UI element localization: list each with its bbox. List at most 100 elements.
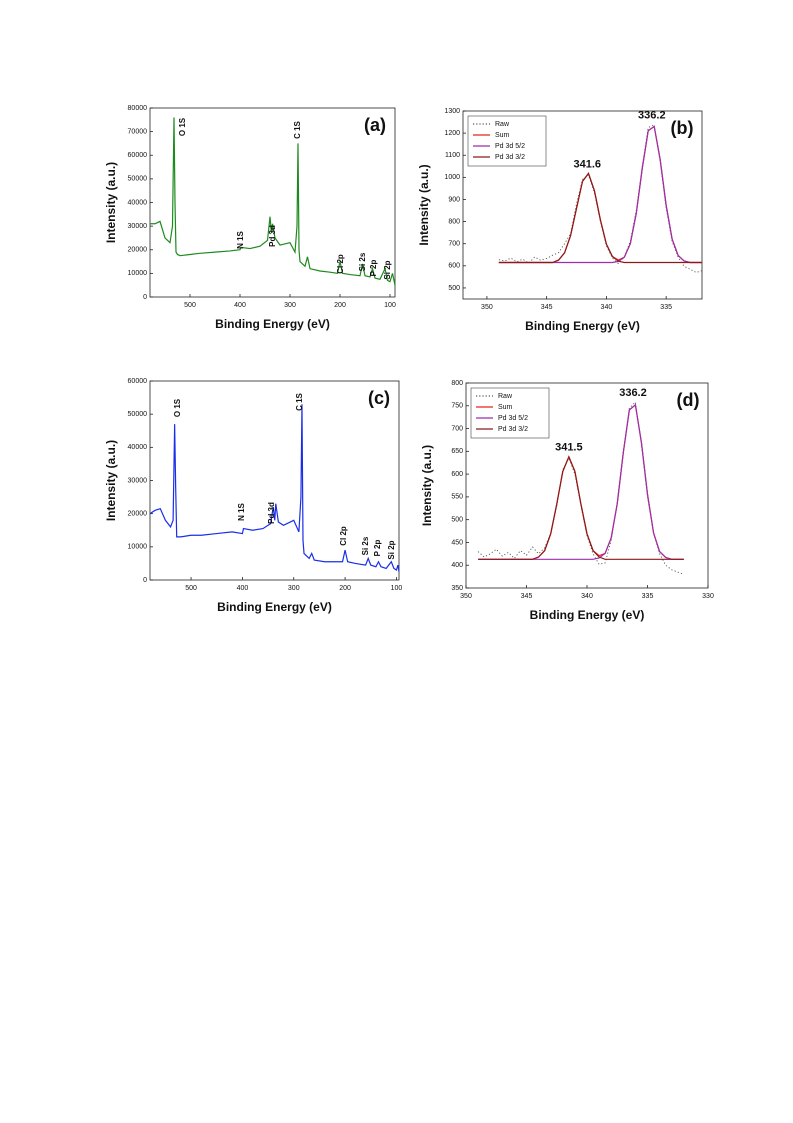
peak-annotation: N 1S (237, 502, 246, 520)
x-tick-label: 345 (541, 304, 553, 311)
legend-label: Pd 3d 5/2 (498, 415, 528, 422)
x-axis-title: Binding Energy (eV) (215, 317, 330, 331)
peak-annotation: O 1S (173, 398, 182, 417)
peak-label: 341.5 (555, 442, 583, 454)
y-axis-title: Intensity (a.u.) (104, 440, 118, 521)
x-tick-label: 100 (391, 585, 403, 592)
panel-label: (c) (368, 388, 390, 408)
y-tick-label: 500 (448, 285, 460, 292)
x-tick-label: 340 (581, 593, 593, 600)
y-tick-label: 60000 (128, 152, 148, 159)
x-tick-label: 100 (384, 302, 396, 309)
y-tick-label: 800 (451, 380, 463, 387)
x-tick-label: 350 (481, 304, 493, 311)
peak-annotation: Pd 3d (267, 502, 276, 524)
panel-label: (b) (671, 118, 694, 138)
y-tick-label: 600 (448, 263, 460, 270)
legend-label: Sum (498, 404, 513, 411)
series-line (478, 455, 684, 560)
x-tick-label: 335 (660, 304, 672, 311)
peak-annotation: Si 2p (387, 540, 396, 559)
legend-label: Sum (495, 132, 510, 139)
y-tick-label: 0 (143, 294, 147, 301)
y-tick-label: 650 (451, 448, 463, 455)
x-tick-label: 500 (184, 302, 196, 309)
y-tick-label: 50000 (128, 411, 148, 418)
x-tick-label: 400 (234, 302, 246, 309)
y-axis-title: Intensity (a.u.) (417, 164, 431, 245)
peak-label: 341.6 (574, 158, 602, 170)
peak-annotation: O 1S (178, 117, 187, 136)
peak-annotation: C 1S (295, 392, 304, 410)
peak-annotation: P 2p (373, 540, 382, 557)
plot-frame (462, 110, 703, 300)
y-tick-label: 0 (143, 577, 147, 584)
y-tick-label: 40000 (128, 199, 148, 206)
panel-label: (d) (677, 390, 700, 410)
peak-annotation: P 2p (369, 260, 378, 277)
x-tick-label: 500 (185, 585, 197, 592)
chart: 500 400 300 200 100 0 10000 20000 30000 40000 5000… (104, 378, 402, 614)
y-tick-label: 10000 (128, 544, 148, 551)
peak-label: 336.2 (619, 387, 647, 399)
y-tick-label: 500 (451, 517, 463, 524)
chart: 500 400 300 200 100 0 10000 20000 30000 40000 5000… (104, 105, 396, 331)
x-tick-label: 300 (288, 585, 300, 592)
y-tick-label: 50000 (128, 176, 148, 183)
chart: 350 345 340 335 330 350 400 450 500 550 600 650 700 7… (420, 380, 714, 622)
panel-label: (a) (364, 115, 386, 135)
legend-label: Raw (495, 121, 510, 128)
peak-label: 336.2 (638, 110, 666, 122)
y-tick-label: 700 (451, 425, 463, 432)
y-tick-label: 80000 (128, 105, 148, 112)
x-tick-label: 335 (642, 593, 654, 600)
peak-annotation: N 1S (236, 230, 245, 248)
y-tick-label: 400 (451, 562, 463, 569)
x-axis-title: Binding Energy (eV) (525, 319, 640, 333)
y-tick-label: 1200 (444, 130, 460, 137)
y-tick-label: 20000 (128, 247, 148, 254)
y-tick-label: 1300 (444, 108, 460, 115)
y-tick-label: 900 (448, 196, 460, 203)
x-tick-label: 200 (339, 585, 351, 592)
x-axis-title: Binding Energy (eV) (217, 600, 332, 614)
legend-box (467, 115, 547, 167)
y-tick-label: 600 (451, 471, 463, 478)
y-tick-label: 700 (448, 241, 460, 248)
x-tick-label: 350 (460, 593, 472, 600)
peak-annotation: Pd 3d (268, 225, 277, 247)
peak-annotation: Si 2s (361, 536, 370, 555)
y-tick-label: 10000 (128, 270, 148, 277)
x-tick-label: 300 (284, 302, 296, 309)
peak-annotation: Cl 2p (336, 254, 345, 274)
y-tick-label: 550 (451, 494, 463, 501)
y-tick-label: 450 (451, 539, 463, 546)
y-tick-label: 30000 (128, 477, 148, 484)
x-tick-label: 340 (601, 304, 613, 311)
peak-annotation: C 1S (293, 120, 302, 138)
y-axis-title: Intensity (a.u.) (420, 445, 434, 526)
peak-annotation: Si 2p (383, 260, 392, 279)
y-tick-label: 70000 (128, 128, 148, 135)
y-tick-label: 1000 (444, 174, 460, 181)
y-tick-label: 20000 (128, 511, 148, 518)
y-tick-label: 60000 (128, 378, 148, 385)
series-line (498, 172, 702, 264)
chart: 350 345 340 335 500 600 700 800 900 1000 1100 1200 1… (417, 108, 703, 333)
legend-label: Pd 3d 3/2 (495, 154, 525, 161)
y-tick-label: 1100 (445, 152, 460, 159)
x-tick-label: 345 (521, 593, 533, 600)
peak-annotation: Si 2s (358, 252, 367, 271)
legend-label: Pd 3d 5/2 (495, 143, 525, 150)
x-tick-label: 400 (237, 585, 249, 592)
y-axis-title: Intensity (a.u.) (104, 162, 118, 243)
x-tick-label: 200 (334, 302, 346, 309)
legend-box (470, 387, 550, 439)
legend-label: Raw (498, 393, 513, 400)
x-axis-title: Binding Energy (eV) (530, 608, 645, 622)
y-tick-label: 750 (451, 403, 463, 410)
y-tick-label: 40000 (128, 444, 148, 451)
series-line (149, 404, 400, 572)
y-tick-label: 30000 (128, 223, 148, 230)
